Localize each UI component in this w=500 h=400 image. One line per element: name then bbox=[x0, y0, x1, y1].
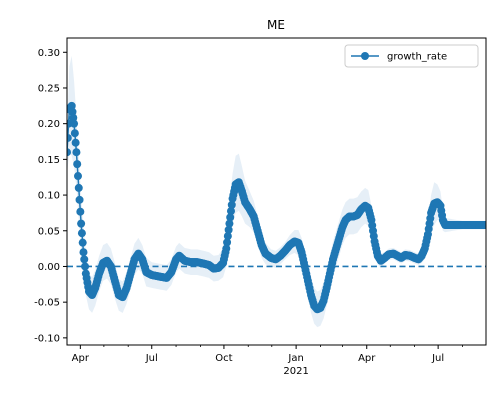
data-point bbox=[75, 195, 84, 204]
data-point bbox=[224, 225, 233, 234]
data-point bbox=[225, 219, 234, 228]
data-point bbox=[226, 213, 235, 222]
data-point bbox=[77, 229, 86, 238]
data-point bbox=[227, 200, 236, 209]
data-point bbox=[68, 107, 77, 116]
y-tick-label: 0.30 bbox=[38, 48, 60, 59]
x-tick-year-label: 2021 bbox=[283, 366, 308, 377]
plot-area bbox=[67, 55, 486, 328]
y-tick-label: 0.10 bbox=[38, 191, 60, 202]
legend-marker-swatch bbox=[361, 52, 369, 60]
data-point bbox=[70, 129, 79, 138]
data-point bbox=[71, 138, 80, 147]
data-point bbox=[73, 172, 82, 181]
x-tick-label: Oct bbox=[215, 353, 232, 364]
x-tick-label: Jul bbox=[145, 353, 158, 364]
data-point bbox=[74, 183, 83, 192]
data-point bbox=[67, 133, 72, 142]
chart-title: ME bbox=[267, 18, 285, 32]
data-point bbox=[81, 262, 90, 271]
x-tick-label: Jul bbox=[431, 353, 444, 364]
data-point bbox=[78, 238, 87, 247]
data-point bbox=[72, 148, 81, 157]
x-tick-label: Apr bbox=[358, 353, 376, 364]
legend-label-growth-rate: growth_rate bbox=[387, 52, 447, 63]
y-tick-label: 0.25 bbox=[38, 83, 60, 94]
y-tick-label: -0.05 bbox=[34, 298, 60, 309]
data-point bbox=[77, 219, 86, 228]
series-markers bbox=[67, 101, 486, 314]
data-point bbox=[222, 244, 231, 253]
data-point bbox=[67, 148, 71, 157]
data-point bbox=[223, 238, 232, 247]
y-tick-label: 0.15 bbox=[38, 155, 60, 166]
data-point bbox=[79, 248, 88, 257]
data-point bbox=[69, 113, 78, 122]
y-tick-label: 0.00 bbox=[38, 262, 60, 273]
y-tick-label: 0.20 bbox=[38, 119, 60, 130]
y-tick-label: 0.05 bbox=[38, 226, 60, 237]
data-point bbox=[226, 207, 235, 216]
legend: growth_rate bbox=[344, 44, 479, 68]
x-tick-label: Jan bbox=[287, 353, 303, 364]
data-point bbox=[223, 232, 232, 241]
data-point bbox=[70, 119, 79, 128]
plot-frame bbox=[66, 37, 487, 346]
data-point bbox=[76, 207, 85, 216]
data-point bbox=[67, 101, 76, 110]
data-point bbox=[482, 221, 486, 230]
data-point bbox=[80, 255, 89, 264]
legend-box bbox=[344, 44, 479, 68]
data-point bbox=[73, 160, 82, 169]
axes: 0.30 0.25 0.20 0.15 0.10 0.05 0.00 -0.05 -0.10 Ap… bbox=[34, 37, 487, 377]
y-tick-label: -0.10 bbox=[34, 333, 60, 344]
x-tick-label: Apr bbox=[72, 353, 90, 364]
